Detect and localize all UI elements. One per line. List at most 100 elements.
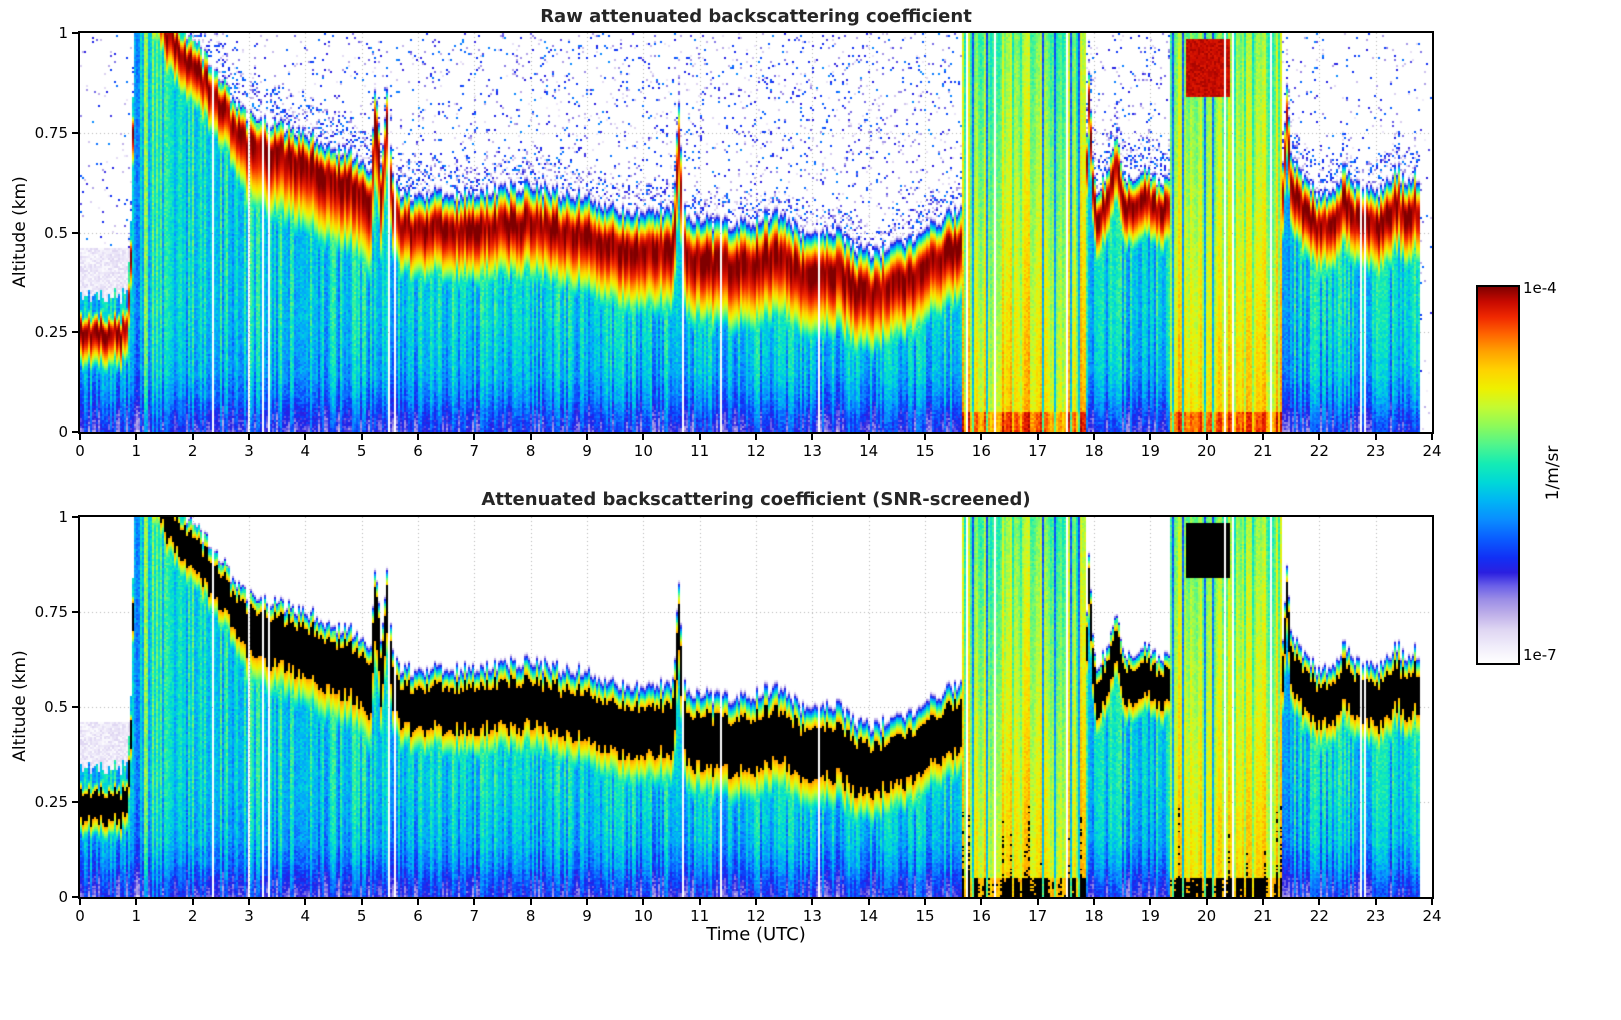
x-tick-mark [360, 899, 363, 905]
x-tick-label: 7 [469, 907, 480, 925]
y-tick-label: 1 [58, 24, 68, 42]
x-tick-label: 12 [746, 907, 766, 925]
heatmap-canvas-screened [80, 517, 1432, 897]
x-tick-label: 24 [1422, 907, 1442, 925]
panel1-title: Raw attenuated backscattering coefficien… [540, 6, 972, 27]
y-tick-mark [72, 131, 78, 134]
y-tick-label: 0.75 [34, 603, 68, 621]
y-tick-label: 0.5 [44, 698, 68, 716]
x-tick-label: 3 [244, 442, 254, 460]
x-tick-mark [924, 899, 926, 905]
x-tick-label: 8 [525, 442, 536, 460]
x-tick-mark [924, 434, 926, 440]
x-tick-label: 16 [971, 907, 991, 925]
y-tick-label: 0.25 [34, 323, 68, 342]
x-tick-label: 8 [525, 907, 536, 925]
x-tick-label: 20 [1197, 442, 1217, 460]
x-tick-label: 6 [413, 907, 423, 925]
y-tick-mark [72, 331, 78, 334]
x-tick-label: 13 [802, 907, 822, 925]
heatmap-canvas-raw [80, 33, 1432, 432]
x-tick-label: 10 [633, 442, 653, 460]
x-tick-mark [1149, 899, 1152, 905]
x-tick-mark [1374, 434, 1377, 440]
x-tick-label: 15 [915, 442, 935, 460]
x-tick-label: 22 [1309, 442, 1329, 460]
x-tick-mark [79, 434, 81, 440]
colorbar-max-label: 1e-4 [1523, 279, 1557, 297]
x-tick-label: 18 [1084, 907, 1104, 925]
y-axis-label-top: Altitude (km) [10, 176, 30, 288]
x-tick-label: 18 [1084, 442, 1104, 460]
x-tick-label: 4 [300, 907, 311, 925]
x-tick-label: 0 [75, 442, 85, 460]
x-tick-mark [586, 899, 588, 905]
y-tick-label: 1 [58, 508, 68, 526]
x-tick-mark [191, 899, 194, 905]
x-tick-mark [980, 899, 983, 905]
x-tick-mark [417, 899, 419, 905]
x-tick-mark [1149, 434, 1152, 440]
colorbar-min-label: 1e-7 [1523, 646, 1557, 664]
x-tick-mark [248, 899, 250, 905]
x-tick-mark [360, 434, 363, 440]
x-tick-mark [698, 899, 701, 905]
x-tick-mark [1262, 899, 1264, 905]
x-tick-mark [473, 434, 476, 440]
x-tick-mark [529, 899, 532, 905]
x-tick-label: 4 [300, 442, 311, 460]
x-tick-label: 3 [244, 907, 254, 925]
x-tick-mark [642, 434, 645, 440]
x-tick-label: 12 [746, 442, 766, 460]
x-tick-label: 22 [1309, 907, 1329, 925]
x-axis-label: Time (UTC) [706, 924, 806, 945]
x-tick-label: 13 [802, 442, 822, 460]
x-tick-label: 19 [1140, 907, 1160, 925]
x-tick-label: 14 [859, 442, 879, 460]
colorbar [1476, 285, 1520, 665]
x-tick-label: 0 [75, 907, 85, 925]
x-tick-label: 7 [469, 442, 480, 460]
x-tick-label: 11 [690, 442, 710, 460]
x-tick-mark [1205, 899, 1208, 905]
x-tick-mark [79, 899, 81, 905]
x-tick-mark [1431, 434, 1433, 440]
x-tick-label: 5 [356, 442, 367, 460]
x-tick-label: 1 [131, 442, 142, 460]
x-tick-mark [698, 434, 701, 440]
x-tick-mark [191, 434, 194, 440]
y-tick-mark [72, 801, 78, 803]
x-tick-mark [1205, 434, 1208, 440]
y-tick-label: 0 [58, 888, 68, 906]
y-tick-mark [72, 611, 78, 613]
x-tick-mark [1036, 899, 1039, 905]
x-tick-mark [304, 899, 307, 905]
x-tick-label: 6 [413, 442, 423, 460]
x-tick-mark [755, 899, 757, 905]
x-tick-mark [473, 899, 476, 905]
x-tick-mark [811, 899, 814, 905]
y-tick-mark [72, 431, 78, 433]
x-tick-mark [304, 434, 307, 440]
x-tick-label: 17 [1028, 442, 1048, 460]
x-tick-mark [1318, 434, 1321, 440]
x-tick-mark [1093, 899, 1095, 905]
y-axis-label-bottom: Altitude (km) [10, 650, 30, 762]
x-tick-label: 1 [131, 907, 142, 925]
x-tick-label: 11 [690, 907, 710, 925]
x-tick-mark [1036, 434, 1039, 440]
x-tick-mark [811, 434, 814, 440]
y-tick-label: 0.5 [44, 223, 68, 242]
y-tick-label: 0.75 [34, 123, 68, 142]
x-tick-label: 15 [915, 907, 935, 925]
x-tick-label: 19 [1140, 442, 1160, 460]
x-tick-mark [980, 434, 983, 440]
y-tick-mark [72, 706, 78, 708]
heatmap-panel-raw: 0 1 2 3 4 5 6 7 8 9 10 11 12 13 14 15 16 17 18 19 20 21 22 23 24… [35, 24, 1442, 460]
x-tick-mark [867, 434, 870, 440]
colorbar-gradient [1478, 287, 1518, 663]
x-tick-mark [529, 434, 532, 440]
x-tick-mark [1374, 899, 1377, 905]
x-tick-label: 24 [1422, 442, 1442, 460]
